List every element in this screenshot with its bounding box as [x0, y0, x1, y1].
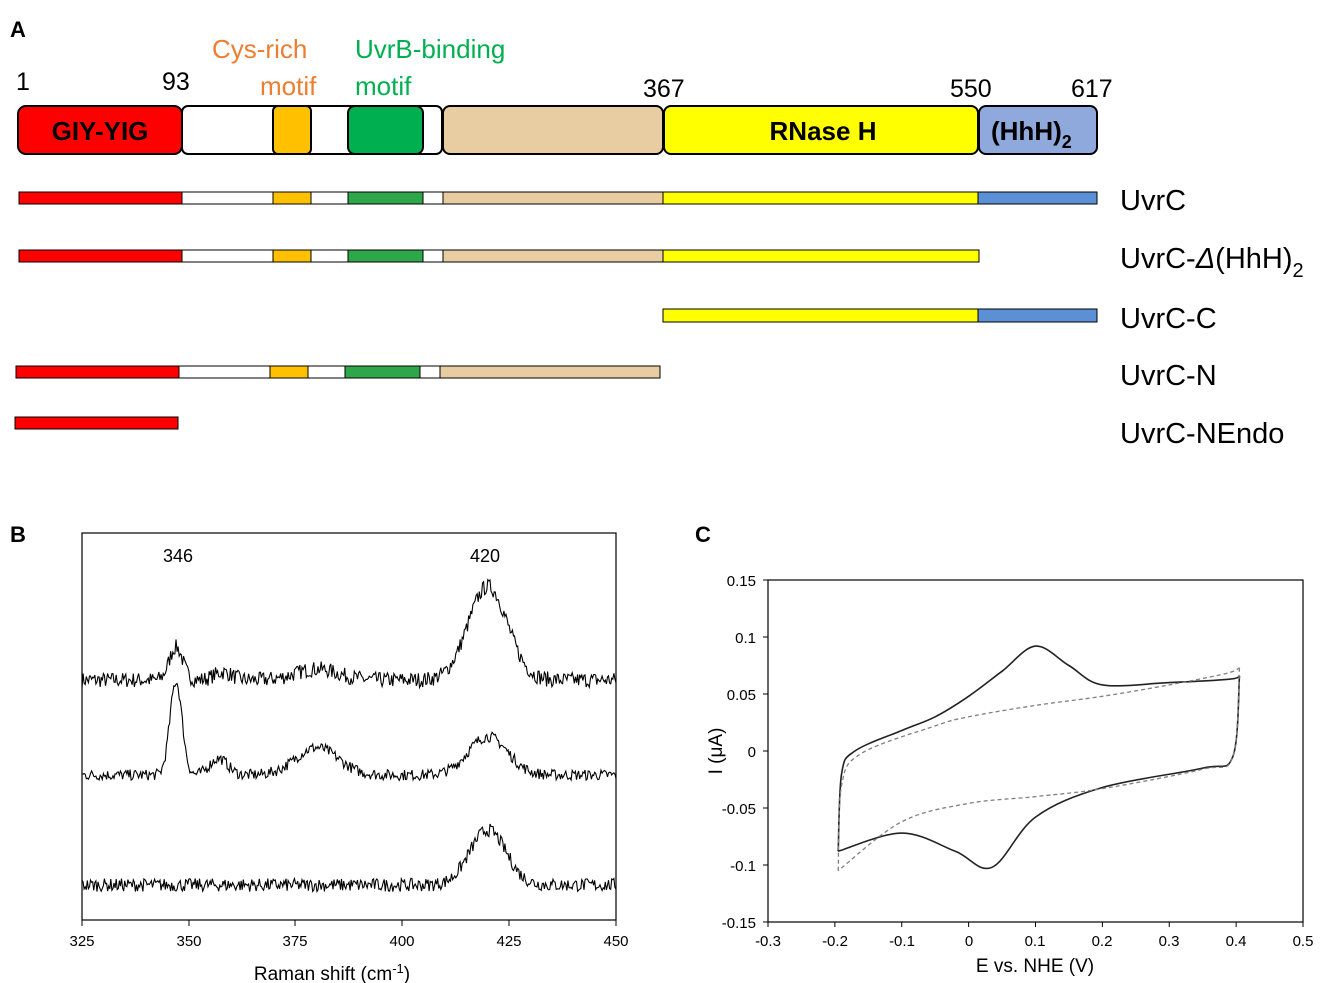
cv-axes: 0.15 0.1 0.05 0 -0.05 -0.1 -0.15 -0.3 -0…: [722, 573, 1314, 950]
bar-giy: [18, 191, 183, 205]
raman-trace-1: [81, 578, 617, 690]
cv-x-tick: -0.2: [822, 933, 848, 950]
bar-tan: [442, 249, 664, 263]
construct-uvrc-n-bar: [15, 365, 661, 379]
domain-map: GIY-YIG RNase H (HhH)2: [17, 105, 1098, 155]
bar-rnase: [662, 249, 980, 263]
cv-x-tick: 0: [965, 933, 973, 950]
bar-cys: [272, 249, 312, 263]
cv-x-tick: 0.4: [1226, 933, 1247, 950]
cv-x-tick: 0.5: [1293, 933, 1314, 950]
bar-hhh: [977, 191, 1098, 205]
position-617: 617: [1071, 75, 1113, 103]
position-93: 93: [162, 68, 190, 96]
panel-b-letter: B: [10, 522, 26, 547]
cv-y-tick: -0.05: [722, 801, 756, 818]
giy-yig-domain: [17, 105, 183, 155]
bar-uvrb: [347, 191, 424, 205]
cv-dashed-cathodic-curve: [837, 667, 1241, 872]
bar-uvrb: [347, 249, 424, 263]
construct-uvrc-c-bar: [662, 308, 1098, 323]
cys-rich-label: Cys-rich: [212, 34, 307, 64]
uvrb-motif-label: motif: [355, 71, 412, 101]
cv-solid-cathodic-curve: [837, 675, 1241, 870]
bar-linker: [307, 365, 346, 379]
cv-dashed-anodic-curve: [837, 667, 1240, 871]
cv-traces: [763, 579, 1304, 927]
bar-linker: [178, 365, 271, 379]
construct-name-uvrc: UvrC: [1120, 185, 1186, 217]
uvrb-binding-motif: [347, 105, 424, 155]
bar-linker: [181, 191, 274, 205]
bar-linker: [310, 249, 349, 263]
panel-a-letter: A: [10, 17, 26, 42]
bar-linker: [422, 191, 444, 205]
bar-tan: [439, 365, 661, 379]
bar-hhh: [977, 308, 1098, 323]
bar-linker: [310, 191, 349, 205]
construct-name-delta-hhh: UvrC-Δ(HhH)2: [1120, 243, 1304, 282]
construct-name-uvrc-c: UvrC-C: [1120, 303, 1217, 335]
hhh-label: (HhH)2: [991, 116, 1072, 152]
cv-x-axis-label: E vs. NHE (V): [976, 956, 1094, 977]
bar-giy: [15, 365, 180, 379]
uvrb-binding-label: UvrB-binding: [355, 34, 505, 64]
bar-uvrb: [344, 365, 421, 379]
raman-plot-frame: [81, 532, 617, 921]
cv-y-tick: 0.05: [727, 687, 756, 704]
cv-y-tick: 0.15: [727, 573, 756, 590]
raman-x-axis: 325 350 375 400 425 450 Raman shift (cm-…: [69, 920, 629, 983]
cv-x-tick: 0.3: [1159, 933, 1180, 950]
bar-linker: [419, 365, 441, 379]
construct-name-uvrc-n: UvrC-N: [1120, 360, 1217, 392]
bar-giy: [14, 416, 179, 430]
cys-motif-label: motif: [260, 71, 317, 101]
cv-x-tick: -0.3: [755, 933, 781, 950]
raman-x-tick: 350: [176, 933, 201, 950]
cv-x-tick: 0.2: [1092, 933, 1113, 950]
position-1: 1: [16, 68, 30, 96]
giy-yig-label: GIY-YIG: [52, 116, 149, 146]
raman-x-tick: 325: [69, 933, 94, 950]
rnase-h-label: RNase H: [770, 116, 877, 146]
cv-plot-frame: [767, 579, 1304, 923]
cv-y-tick: -0.15: [722, 915, 756, 932]
raman-x-tick: 375: [282, 933, 307, 950]
position-550: 550: [950, 75, 992, 103]
peak-label-346: 346: [163, 546, 193, 566]
cv-x-tick: 0.1: [1025, 933, 1046, 950]
construct-uvrc-bar: [18, 191, 1098, 205]
construct-uvrc-nendo-bar: [14, 416, 179, 430]
tan-domain: [442, 105, 664, 155]
raman-trace-2: [81, 682, 617, 782]
position-367: 367: [643, 75, 685, 103]
bar-rnase: [662, 191, 979, 205]
raman-x-tick: 450: [603, 933, 628, 950]
cv-y-tick: 0.1: [735, 630, 756, 647]
hhh-domain: [978, 105, 1098, 155]
cv-x-tick: -0.1: [889, 933, 915, 950]
cv-solid-anodic-curve: [837, 645, 1240, 852]
raman-x-tick: 400: [389, 933, 414, 950]
cv-y-tick: -0.1: [730, 858, 756, 875]
bar-linker: [181, 249, 274, 263]
cv-y-axis-label: I (μA): [706, 728, 727, 775]
raman-x-tick: 425: [496, 933, 521, 950]
cys-rich-motif: [272, 105, 312, 155]
bar-linker: [422, 249, 444, 263]
peak-label-420: 420: [470, 546, 500, 566]
raman-trace-3: [81, 823, 617, 894]
bar-cys: [269, 365, 309, 379]
construct-name-uvrc-nendo: UvrC-NEndo: [1120, 418, 1284, 450]
cv-y-tick: 0: [748, 744, 756, 761]
bar-giy: [18, 249, 183, 263]
bar-rnase: [662, 308, 979, 323]
bar-cys: [272, 191, 312, 205]
panel-c-letter: C: [695, 522, 711, 547]
bar-tan: [442, 191, 664, 205]
construct-delta-hhh-bar: [18, 249, 980, 263]
raman-traces: [81, 578, 617, 894]
raman-x-axis-label: Raman shift (cm-1): [254, 961, 410, 983]
